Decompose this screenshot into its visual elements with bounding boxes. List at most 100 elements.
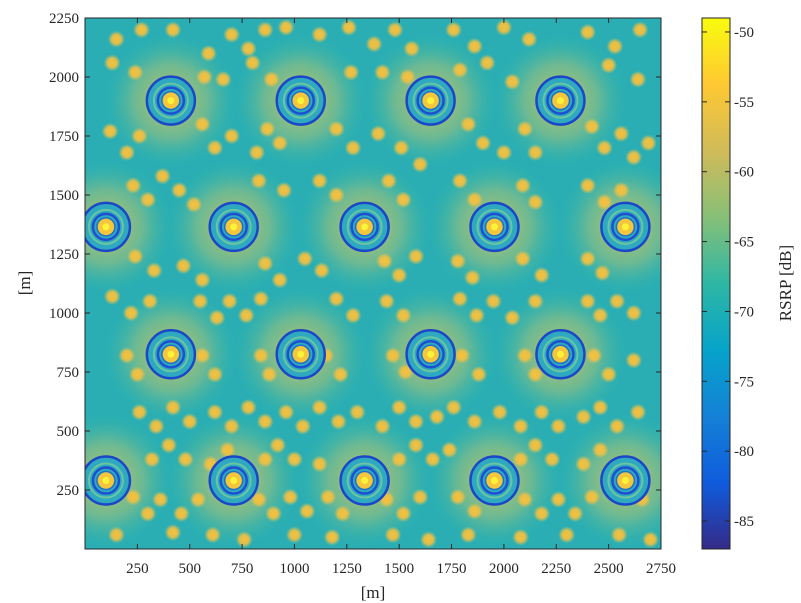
hotspot-27 — [373, 63, 391, 81]
colorbar-scale — [701, 17, 731, 550]
hotspot-176 — [124, 488, 142, 506]
hotspot-92 — [593, 264, 611, 282]
hotspot-86 — [407, 247, 425, 265]
hotspot-207 — [512, 528, 530, 546]
hotspot-93 — [103, 287, 121, 305]
plot-area — [84, 17, 662, 550]
colorbar-tick-label-1: -55 — [734, 95, 754, 111]
hotspot-76 — [126, 247, 144, 265]
hotspot-88 — [463, 269, 481, 287]
hotspot-127 — [526, 365, 544, 383]
hotspot-142 — [329, 413, 347, 431]
x-tick-label-2: 750 — [231, 561, 254, 577]
hotspot-83 — [313, 262, 331, 280]
hotspot-61 — [170, 181, 188, 199]
hotspot-26 — [342, 63, 360, 81]
hotspot-99 — [237, 306, 255, 324]
hotspot-202 — [285, 526, 303, 544]
hotspot-122 — [384, 346, 402, 364]
hotspot-29 — [451, 61, 469, 79]
hotspot-143 — [348, 403, 366, 421]
hotspot-75 — [612, 181, 630, 199]
hotspot-189 — [411, 488, 429, 506]
hotspot-196 — [583, 488, 601, 506]
hotspot-67 — [380, 172, 398, 190]
colorbar-tick-label-3: -65 — [734, 235, 754, 251]
hotspot-42 — [271, 134, 289, 152]
hotspot-210 — [642, 531, 660, 549]
hotspot-63 — [250, 172, 268, 190]
hotspot-91 — [579, 250, 597, 268]
hotspot-113 — [625, 304, 643, 322]
hotspot-46 — [392, 139, 410, 157]
hotspot-43 — [327, 120, 345, 138]
x-axis-label: [m] — [361, 583, 386, 602]
hotspot-103 — [378, 292, 396, 310]
hotspot-82 — [296, 250, 314, 268]
hotspot-95 — [141, 292, 159, 310]
hotspot-174 — [575, 455, 593, 473]
y-tick-label-1: 500 — [57, 424, 80, 440]
x-tick-label-10: 2750 — [646, 561, 676, 577]
base-station-10 — [275, 329, 326, 380]
hotspot-21 — [126, 63, 144, 81]
base-station-0 — [145, 75, 197, 126]
hotspot-162 — [218, 441, 236, 459]
hotspot-32 — [600, 56, 618, 74]
hotspot-23 — [214, 70, 232, 88]
hotspot-100 — [252, 290, 270, 308]
hotspot-8 — [311, 26, 329, 44]
hotspot-98 — [221, 292, 239, 310]
hotspot-73 — [579, 177, 597, 195]
hotspot-2 — [164, 21, 182, 39]
hotspot-53 — [583, 118, 601, 136]
hotspot-81 — [271, 271, 289, 289]
hotspot-52 — [526, 144, 544, 162]
hotspot-111 — [591, 306, 609, 324]
hotspot-105 — [451, 290, 469, 308]
hotspot-48 — [459, 115, 477, 133]
hotspot-65 — [311, 172, 329, 190]
hotspot-36 — [130, 127, 148, 145]
hotspot-54 — [595, 139, 613, 157]
hotspot-141 — [311, 398, 329, 416]
hotspot-69 — [451, 172, 469, 190]
x-tick-label-3: 1000 — [279, 561, 309, 577]
y-tick-label-3: 1000 — [49, 306, 79, 322]
hotspot-181 — [250, 490, 268, 508]
colorbar-tick-label-6: -80 — [734, 444, 754, 460]
y-tick-label-7: 2000 — [49, 70, 79, 86]
hotspot-70 — [466, 191, 484, 209]
hotspot-193 — [533, 505, 551, 523]
hotspot-13 — [445, 21, 463, 39]
hotspot-68 — [394, 191, 412, 209]
hotspot-10 — [365, 35, 383, 53]
base-station-12 — [535, 329, 586, 380]
hotspot-199 — [164, 523, 182, 541]
base-station-13 — [85, 455, 132, 506]
hotspot-102 — [344, 306, 362, 324]
hotspot-94 — [122, 304, 140, 322]
hotspot-96 — [191, 292, 209, 310]
hotspot-191 — [466, 502, 484, 520]
base-station-17 — [600, 455, 651, 506]
hotspot-169 — [424, 450, 442, 468]
hotspot-59 — [139, 191, 157, 209]
hotspot-159 — [160, 436, 178, 454]
hotspot-112 — [608, 292, 626, 310]
hotspot-132 — [147, 417, 165, 435]
hotspot-180 — [189, 490, 207, 508]
hotspot-173 — [543, 450, 561, 468]
hotspot-9 — [340, 18, 358, 36]
hotspot-35 — [118, 144, 136, 162]
hotspot-205 — [420, 531, 438, 549]
x-tick-label-5: 1500 — [384, 561, 414, 577]
hotspot-7 — [277, 18, 295, 36]
base-station-8 — [600, 201, 651, 253]
hotspot-194 — [549, 490, 567, 508]
hotspot-104 — [394, 306, 412, 324]
hotspot-97 — [208, 309, 226, 327]
plot-frame — [84, 17, 662, 550]
y-axis-label: [m] — [15, 271, 34, 296]
